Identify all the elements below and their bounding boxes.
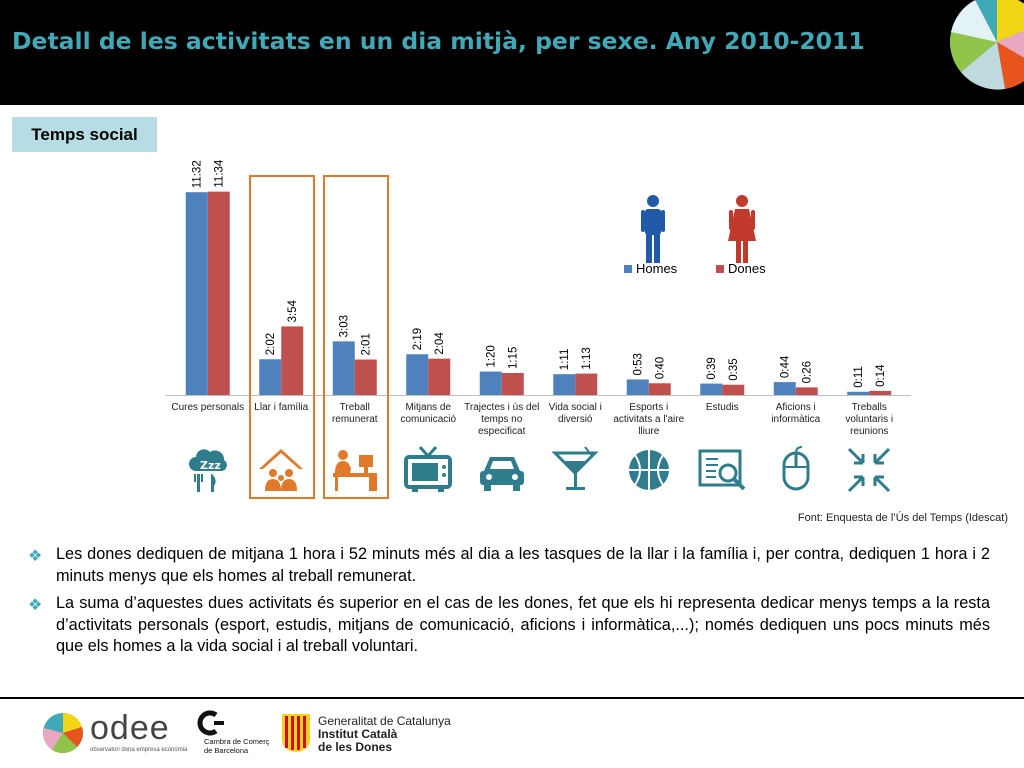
cambra-line1: Cambra de Comerç (204, 737, 270, 746)
bullet-text: Les dones dediquen de mitjana 1 hora i 5… (56, 545, 990, 585)
data-label-dones-0: 11:34 (214, 159, 226, 188)
data-label-dones-2: 2:01 (361, 333, 373, 355)
bar-dones-5 (575, 373, 598, 395)
bar-homes-3 (406, 354, 429, 395)
woman-icon (728, 195, 756, 263)
data-label-dones-7: 0:35 (728, 358, 740, 380)
data-label-dones-9: 0:14 (875, 364, 887, 387)
bar-homes-6 (626, 379, 649, 395)
odee-pinwheel-icon (43, 713, 83, 754)
bar-chart: 11:32 2:02 3:03 2:19 1:20 1:11 0:53 0:39 0:44 0:1… (166, 159, 911, 396)
basketball-icon (623, 443, 675, 495)
page-title: Detall de les activitats en un dia mitjà… (12, 27, 865, 55)
gencat-logo: Generalitat de Catalunya Institut Català… (282, 714, 451, 757)
data-label-homes-8: 0:44 (780, 355, 792, 378)
data-label-homes-0: 11:32 (192, 160, 204, 188)
odee-name: odee (90, 709, 170, 747)
bar-dones-8 (795, 387, 818, 395)
highlight-box-1 (249, 175, 316, 499)
data-label-dones-4: 1:15 (508, 347, 520, 369)
bar-dones-3 (428, 358, 451, 395)
tv-icon (402, 443, 454, 495)
category-label-0: Cures personals (171, 402, 245, 413)
category-label-5: Vida social i diversió (548, 402, 602, 425)
office-work-icon (329, 443, 381, 495)
legend-swatch-dones (716, 265, 724, 273)
cambra-c-icon (197, 710, 224, 736)
data-label-homes-1: 2:02 (265, 333, 277, 355)
source-note: Font: Enquesta de l’Ús del Temps (Idesca… (797, 512, 1008, 524)
data-label-homes-3: 2:19 (412, 328, 424, 350)
data-label-dones-8: 0:26 (802, 361, 814, 383)
data-label-dones-5: 1:13 (581, 347, 593, 369)
bullet-text: La suma d’aquestes dues activitats és su… (56, 594, 990, 655)
mouse-icon (770, 443, 822, 495)
reading-icon (696, 443, 748, 495)
bar-homes-4 (479, 371, 502, 395)
data-label-homes-2: 3:03 (339, 315, 351, 337)
diamond-bullet-icon: ❖ (28, 597, 43, 614)
bullet-item: ❖ La suma d’aquestes dues activitats és s… (28, 593, 990, 658)
legend-label-dones: Dones (728, 261, 766, 276)
cocktail-icon (549, 443, 601, 495)
bar-homes-9 (847, 391, 870, 395)
data-label-homes-7: 0:39 (706, 357, 718, 379)
bar-homes-5 (553, 374, 576, 395)
bar-dones-1 (281, 326, 304, 395)
category-label-1: Llar i família (254, 402, 309, 413)
home-family-icon (255, 443, 307, 495)
data-label-homes-6: 0:53 (633, 353, 645, 375)
category-label-7: Estudis (705, 402, 739, 413)
data-label-homes-4: 1:20 (486, 345, 498, 367)
gencat-line3: de les Dones (318, 740, 393, 754)
category-label-9: Treballs voluntaris i reunions (845, 402, 894, 437)
data-label-homes-5: 1:11 (559, 349, 571, 371)
bar-homes-8 (773, 382, 796, 395)
cambra-line2: de Barcelona (204, 746, 249, 755)
catalan-flag-icon (282, 714, 310, 752)
data-label-dones-6: 0:40 (655, 357, 667, 379)
svg-text:Zzz: Zzz (200, 459, 221, 472)
category-label-6: Esports i activitats a l'aire lliure (613, 402, 685, 437)
gencat-line1: Generalitat de Catalunya (318, 714, 451, 728)
legend-swatch-homes (624, 265, 632, 273)
category-label-2: Treball remunerat (331, 402, 378, 425)
diamond-bullet-icon: ❖ (28, 548, 43, 565)
bar-homes-7 (700, 383, 723, 395)
bar-dones-9 (869, 390, 892, 395)
category-label-3: Mitjans de comunicació (400, 402, 457, 425)
pinwheel-logo (949, 0, 1024, 90)
sleep-eat-icon: Zzz (182, 443, 234, 495)
data-label-dones-3: 2:04 (434, 332, 446, 355)
bar-dones-4 (501, 373, 524, 395)
bar-homes-0 (185, 192, 208, 395)
header-bar: Detall de les activitats en un dia mitjà… (0, 0, 1024, 105)
bar-dones-0 (207, 191, 230, 395)
bullet-item: ❖ Les dones dediquen de mitjana 1 hora i … (28, 544, 990, 587)
footer-rule (0, 697, 1024, 699)
bar-homes-2 (332, 341, 355, 395)
category-label-8: Aficions i informàtica (771, 402, 821, 425)
section-badge: Temps social (12, 117, 157, 152)
bar-dones-2 (354, 359, 377, 395)
category-label-4: Trajectes i ús del temps no especificat (464, 402, 540, 437)
highlight-box-2 (322, 175, 389, 499)
bullet-list: ❖ Les dones dediquen de mitjana 1 hora i … (28, 544, 990, 664)
car-icon (476, 443, 528, 495)
bar-dones-7 (722, 384, 745, 395)
legend-label-homes: Homes (636, 261, 678, 276)
gencat-line2: Institut Català (318, 727, 398, 741)
odee-tagline: observatori dona empresa economia (90, 747, 188, 753)
arrows-converge-icon (843, 443, 895, 495)
bar-homes-1 (259, 359, 282, 395)
man-icon (641, 195, 665, 263)
cambra-logo: Cambra de Comerç de Barcelona (196, 710, 269, 755)
data-label-homes-9: 0:11 (853, 366, 865, 388)
data-label-dones-1: 3:54 (287, 299, 299, 322)
bar-dones-6 (648, 383, 671, 395)
